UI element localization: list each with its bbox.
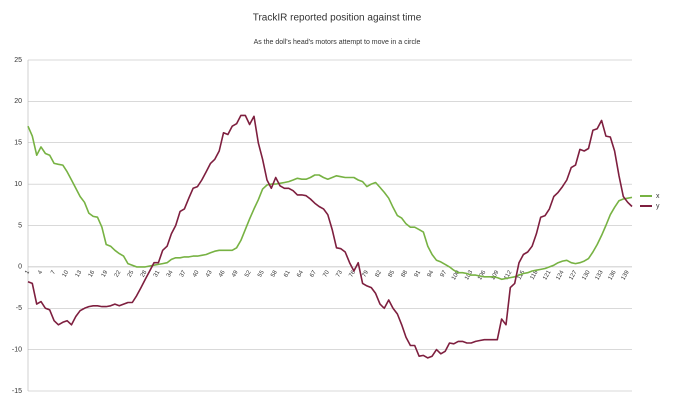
x-tick-label: 85 (388, 269, 397, 278)
x-tick-label: 34 (166, 269, 175, 278)
x-tick-label: 91 (414, 269, 423, 278)
x-tick-label: 40 (192, 269, 201, 278)
y-tick-label: 0 (18, 264, 22, 271)
x-tick-label: 115 (516, 269, 526, 281)
x-tick-label: 118 (530, 269, 540, 281)
x-tick-label: 4 (37, 269, 44, 275)
y-tick-label: 20 (14, 98, 22, 105)
x-tick-label: 55 (257, 269, 266, 278)
y-tick-label: 15 (14, 140, 22, 147)
x-tick-label: 106 (477, 269, 488, 281)
x-tick-label: 1 (24, 269, 31, 275)
y-tick-label: -5 (16, 305, 22, 312)
x-tick-label: 82 (375, 269, 384, 278)
x-tick-label: 52 (244, 269, 253, 278)
x-tick-label: 31 (153, 269, 162, 278)
x-tick-label: 73 (335, 269, 344, 278)
x-tick-label: 79 (361, 269, 370, 278)
x-tick-label: 49 (231, 269, 240, 278)
x-tick-label: 97 (440, 269, 449, 278)
y-tick-label: 25 (14, 57, 22, 64)
x-tick-label: 37 (179, 269, 188, 278)
x-tick-label: 133 (594, 269, 605, 281)
x-tick-label: 88 (401, 269, 410, 278)
y-tick-label: -10 (12, 346, 22, 353)
x-tick-label: 130 (581, 269, 592, 281)
x-tick-label: 67 (309, 269, 318, 278)
x-tick-label: 64 (296, 269, 305, 278)
x-tick-label: 139 (621, 269, 632, 281)
x-tick-label: 127 (568, 269, 579, 281)
series-line (27, 125, 633, 281)
chart-subtitle: As the doll's head's motors attempt to m… (254, 39, 421, 46)
x-tick-label: 136 (608, 269, 619, 281)
x-tick-label: 109 (490, 269, 501, 281)
x-tick-label: 28 (140, 269, 149, 278)
x-tick-label: 124 (555, 269, 566, 281)
x-tick-label: 112 (503, 269, 513, 281)
x-tick-label: 16 (88, 269, 97, 278)
chart-title: TrackIR reported position against time (253, 13, 422, 24)
x-tick-label: 22 (114, 269, 123, 278)
x-tick-label: 94 (427, 269, 436, 278)
x-tick-label: 100 (451, 269, 462, 281)
x-tick-label: 58 (270, 269, 279, 278)
x-tick-label: 19 (101, 269, 110, 278)
legend-label: x (656, 193, 660, 200)
x-tick-label: 13 (75, 269, 84, 278)
x-tick-label: 25 (127, 269, 136, 278)
x-tick-label: 61 (283, 269, 292, 278)
y-tick-label: 5 (18, 222, 22, 229)
x-tick-label: 7 (50, 269, 57, 275)
x-tick-label: 70 (322, 269, 331, 278)
y-tick-label: 10 (14, 181, 22, 188)
x-tick-label: 10 (62, 269, 71, 278)
x-tick-label: 76 (348, 269, 357, 278)
series-line (27, 114, 633, 359)
x-tick-label: 121 (542, 269, 553, 281)
y-tick-label: -15 (12, 388, 22, 395)
legend-label: y (656, 203, 660, 210)
x-tick-label: 46 (218, 269, 227, 278)
x-tick-label: 43 (205, 269, 214, 278)
